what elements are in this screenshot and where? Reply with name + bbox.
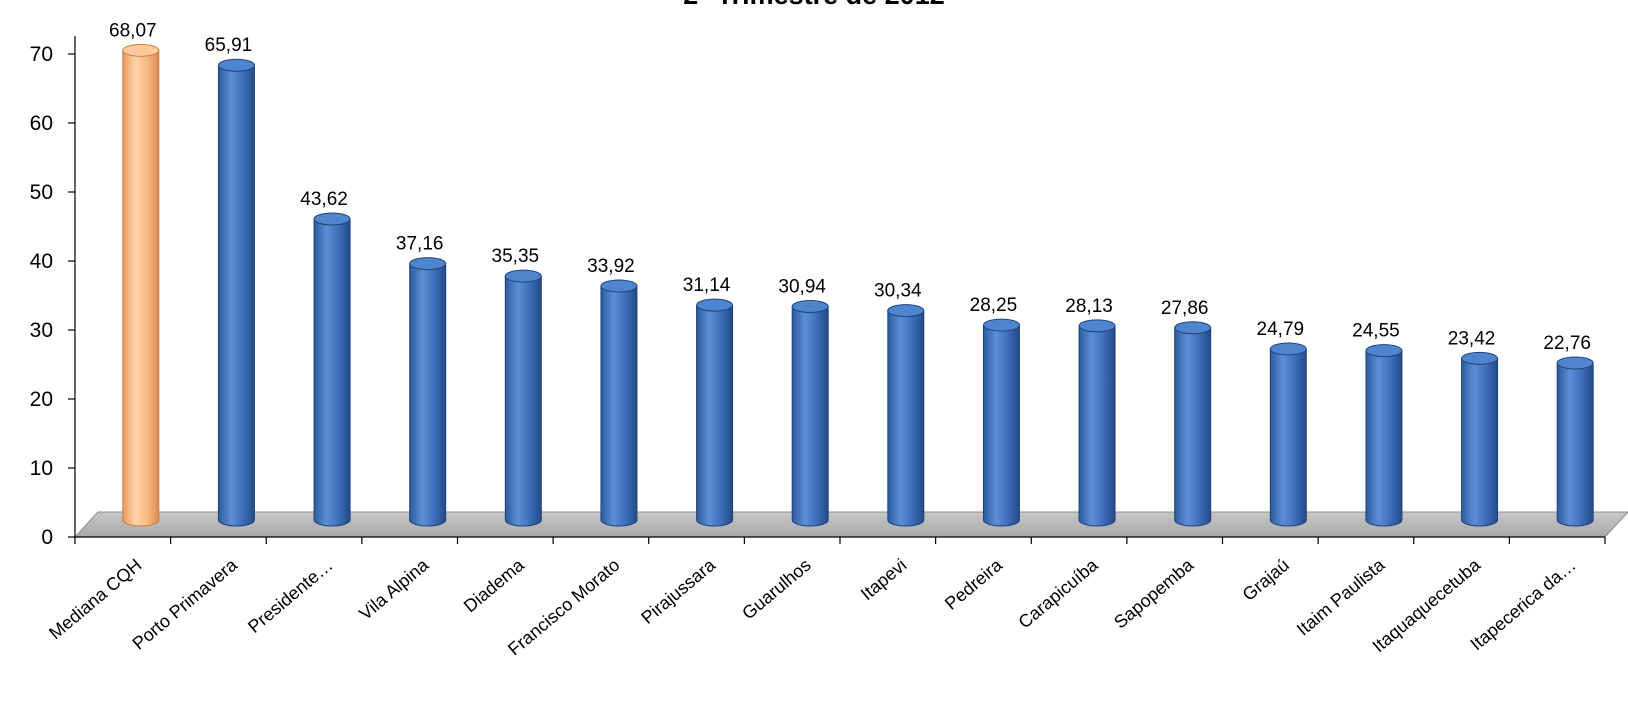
y-ticks: 0 10 20 30 40 50 60 70 — [30, 43, 75, 549]
bar — [1365, 344, 1403, 527]
bar — [696, 298, 734, 527]
bar-top — [313, 212, 351, 226]
bar-top — [791, 300, 829, 314]
bar-top — [217, 58, 255, 72]
bar — [982, 318, 1020, 527]
bar-top — [887, 304, 925, 318]
bar — [1174, 321, 1212, 527]
y-tick-label: 10 — [30, 457, 53, 480]
bar — [1269, 342, 1307, 527]
x-tick-label: Vila Alpina — [355, 554, 433, 624]
x-tick-label: Diadema — [460, 554, 529, 616]
data-label: 35,35 — [492, 246, 540, 267]
data-label: 68,07 — [109, 20, 157, 41]
bar-body — [409, 263, 447, 527]
bar — [504, 269, 542, 527]
bar-top — [1078, 319, 1116, 333]
x-tick-label: Pedreira — [941, 554, 1007, 614]
x-tick-label: Itapevi — [857, 555, 910, 604]
bar-top — [504, 269, 542, 283]
chart-title: 2° Trimestre de 2012 — [683, 0, 944, 10]
data-label: 31,14 — [683, 275, 731, 296]
data-label: 65,91 — [205, 35, 253, 56]
y-tick-label: 20 — [30, 388, 53, 411]
bar-body — [1556, 362, 1594, 527]
data-label: 33,92 — [587, 256, 635, 277]
bar-body — [313, 218, 351, 527]
bar — [122, 43, 160, 527]
data-label: 30,94 — [778, 277, 826, 298]
bar-body — [600, 285, 638, 527]
data-label: 37,16 — [396, 234, 444, 255]
data-label: 24,79 — [1257, 319, 1305, 340]
bar — [791, 300, 829, 527]
data-label: 28,25 — [970, 295, 1018, 316]
y-tick-label: 70 — [30, 43, 53, 66]
bar — [1461, 351, 1499, 527]
bar-body — [1269, 348, 1307, 527]
bar-top — [122, 43, 160, 57]
bar — [409, 257, 447, 527]
bar-top — [1556, 356, 1594, 370]
bar-top — [1365, 344, 1403, 358]
x-tick-label: Presidente… — [244, 555, 337, 637]
bar — [600, 279, 638, 527]
bar-top — [409, 257, 447, 271]
x-tick-label: Pirajussara — [637, 554, 720, 628]
bar-top — [1174, 321, 1212, 335]
data-label: 30,34 — [874, 281, 922, 302]
x-tick-label: Itaim Paulista — [1293, 554, 1389, 639]
bar-top — [1461, 351, 1499, 365]
x-tick-label: Guarulhos — [738, 555, 814, 624]
bar-body — [791, 306, 829, 527]
bar-body — [696, 304, 734, 527]
y-tick-label: 60 — [30, 112, 53, 135]
y-tick-label: 40 — [30, 250, 53, 273]
x-tick-label: Carapicuíba — [1014, 554, 1102, 632]
bar-body — [1365, 350, 1403, 527]
y-tick-label: 0 — [41, 526, 53, 549]
x-tick-label: Porto Primavera — [129, 554, 242, 654]
bar-top — [600, 279, 638, 293]
bar — [887, 304, 925, 527]
data-label: 43,62 — [300, 189, 348, 210]
bar — [1556, 356, 1594, 527]
bars — [122, 43, 1594, 527]
data-label: 27,86 — [1161, 298, 1209, 319]
bar-top — [696, 298, 734, 312]
bar-body — [1174, 327, 1212, 527]
bar-top — [982, 318, 1020, 332]
bar-body — [887, 310, 925, 527]
bar — [313, 212, 351, 527]
y-tick-label: 50 — [30, 181, 53, 204]
data-labels: 68,07 65,91 43,62 37,16 35,35 33,92 31,14 30,94… — [109, 20, 1591, 354]
bar — [1078, 319, 1116, 527]
bar-body — [1078, 325, 1116, 527]
data-label: 22,76 — [1543, 333, 1591, 354]
bar-body — [504, 275, 542, 527]
bar-body — [982, 324, 1020, 527]
x-tick-label: Grajaú — [1239, 555, 1293, 605]
bar — [217, 58, 255, 527]
data-label: 24,55 — [1352, 321, 1400, 342]
data-label: 28,13 — [1065, 296, 1113, 317]
x-tick-label: Sapopemba — [1110, 554, 1198, 632]
y-tick-label: 30 — [30, 319, 53, 342]
bar-body — [217, 64, 255, 527]
x-tick-label: Mediana CQH — [45, 555, 145, 644]
data-label: 23,42 — [1448, 328, 1496, 349]
bar-top — [1269, 342, 1307, 356]
bar-body — [1461, 357, 1499, 527]
bar-body — [122, 49, 160, 527]
